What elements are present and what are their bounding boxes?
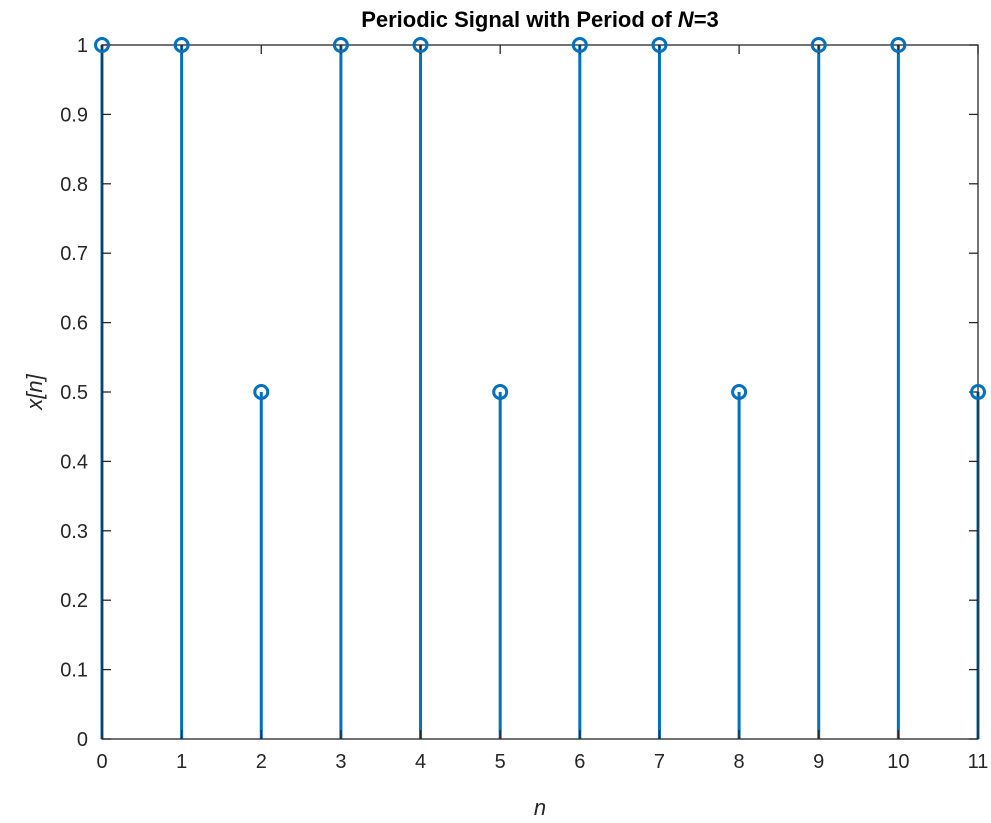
stem-marker (810, 37, 827, 53)
y-axis-label: x[n] (22, 373, 47, 410)
stem-marker (731, 384, 748, 400)
y-tick-label: 0.5 (60, 382, 88, 404)
x-tick-label: 10 (887, 751, 909, 773)
x-tick-label: 3 (335, 751, 346, 773)
y-tick-label: 0.9 (60, 104, 88, 126)
stem-marker (651, 37, 668, 53)
y-tick-label: 0 (77, 729, 88, 751)
y-tick-label: 0.4 (60, 451, 88, 473)
stem-marker (492, 384, 509, 400)
x-tick-label: 2 (256, 751, 267, 773)
stem-marker (970, 384, 986, 400)
stem-marker (173, 37, 190, 53)
stem-marker (890, 37, 907, 53)
x-tick-label: 9 (813, 751, 824, 773)
y-tick-label: 0.3 (60, 521, 88, 543)
x-tick-label: 1 (176, 751, 187, 773)
plot-background (102, 45, 978, 739)
stem-marker (94, 37, 110, 53)
x-tick-label: 0 (96, 751, 107, 773)
x-tick-label: 4 (415, 751, 426, 773)
x-tick-label: 5 (495, 751, 506, 773)
y-tick-label: 0.1 (60, 660, 88, 682)
x-tick-label: 6 (574, 751, 585, 773)
markers-layer (94, 37, 986, 400)
x-tick-label: 7 (654, 751, 665, 773)
title-part: =3 (694, 7, 719, 32)
plot-area (102, 45, 978, 739)
y-tick-label: 0.8 (60, 174, 88, 196)
title-part: N (678, 7, 695, 32)
ticks-layer: 0 1 2 3 4 5 6 7 8 9 10 11 0 0.1 0.2 0.3 0.4 0.5 0.6 0.7 0.8 0… (60, 35, 988, 773)
x-tick-label: 8 (734, 751, 745, 773)
y-tick-label: 0.2 (60, 590, 88, 612)
stem-marker (332, 37, 349, 53)
stem-marker (253, 384, 270, 400)
chart-title: Periodic Signal with Period of N=3 (361, 7, 719, 32)
x-tick-label: 11 (968, 751, 989, 773)
stem-marker (571, 37, 588, 53)
stem-marker (412, 37, 429, 53)
x-axis-label: n (534, 795, 546, 820)
y-tick-label: 0.7 (60, 243, 88, 265)
y-tick-label: 0.6 (60, 313, 88, 335)
y-tick-label: 1 (77, 35, 88, 57)
title-part: Periodic Signal with Period of (361, 7, 678, 32)
